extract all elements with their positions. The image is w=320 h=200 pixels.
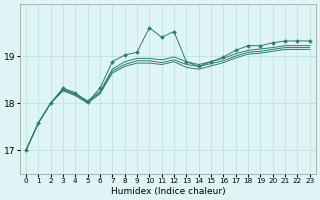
X-axis label: Humidex (Indice chaleur): Humidex (Indice chaleur) [110, 187, 225, 196]
